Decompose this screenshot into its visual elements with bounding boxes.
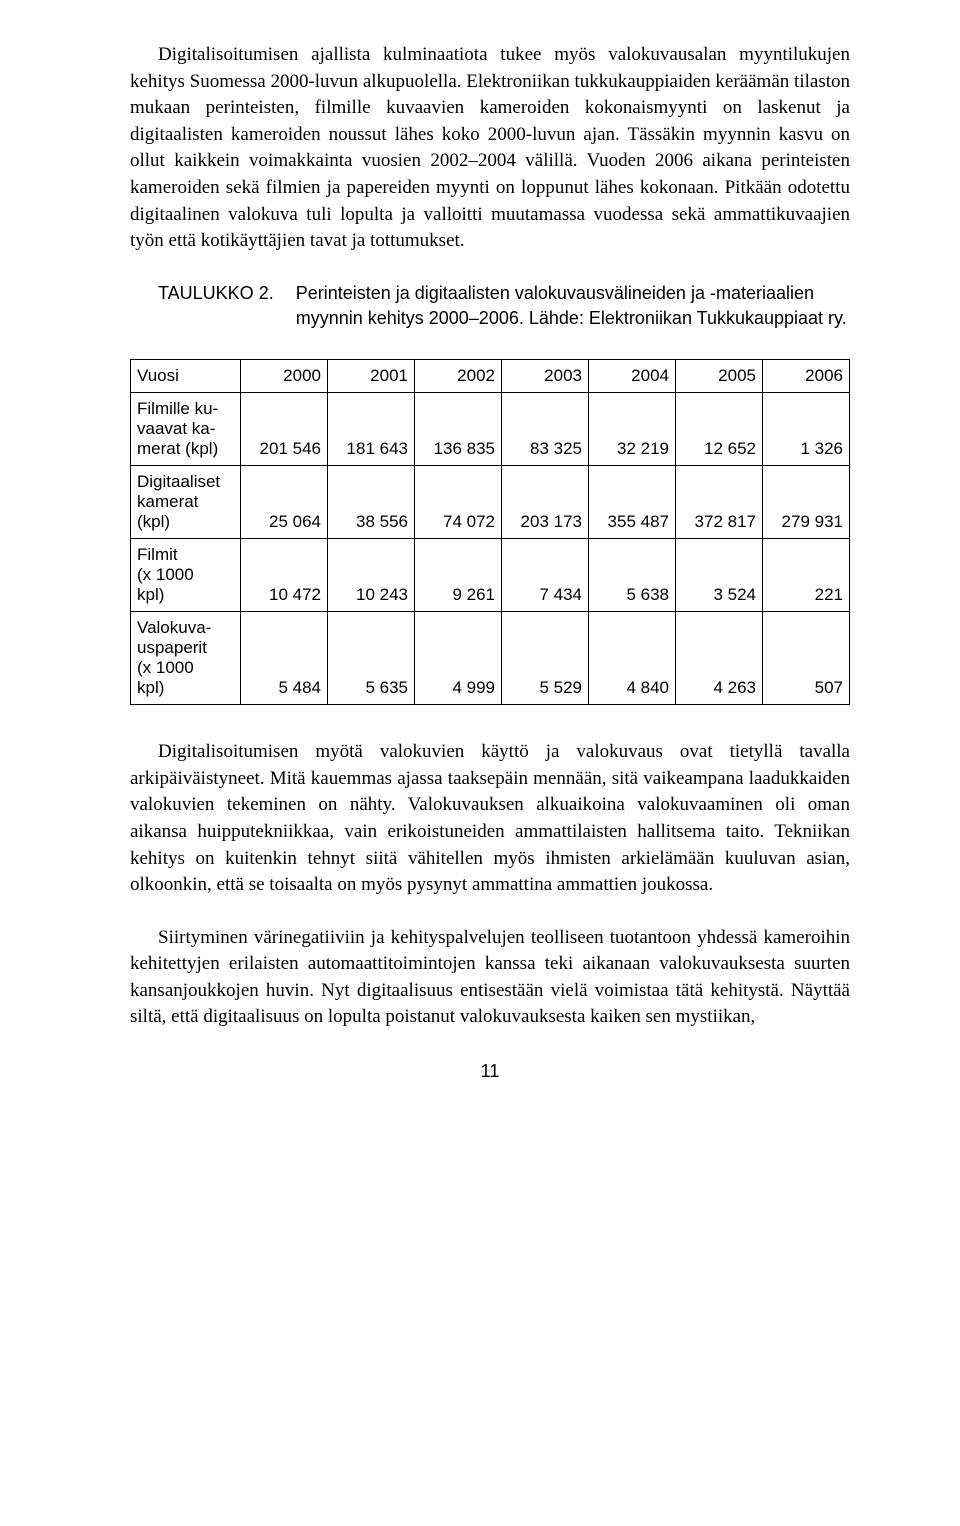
col-header-2002: 2002 — [415, 360, 502, 393]
paragraph-1: Digitalisoitumisen ajallista kulminaatio… — [130, 42, 850, 255]
table-caption-text: Perinteisten ja digitaalisten valokuvaus… — [296, 281, 850, 331]
table-cell: 221 — [763, 539, 850, 612]
paragraph-2: Digitalisoitumisen myötä valokuvien käyt… — [130, 739, 850, 899]
table-cell: 3 524 — [676, 539, 763, 612]
table-cell: 5 635 — [328, 612, 415, 705]
table-row: Digitaalisetkamerat(kpl) 25 064 38 556 7… — [131, 466, 850, 539]
table-cell: 201 546 — [241, 393, 328, 466]
col-header-2006: 2006 — [763, 360, 850, 393]
table-cell: 136 835 — [415, 393, 502, 466]
table-cell: 355 487 — [589, 466, 676, 539]
table-row: Filmit(x 1000kpl) 10 472 10 243 9 261 7 … — [131, 539, 850, 612]
col-header-2003: 2003 — [502, 360, 589, 393]
table-cell: 203 173 — [502, 466, 589, 539]
row-label: Valokuva-uspaperit(x 1000kpl) — [131, 612, 241, 705]
table-caption: TAULUKKO 2. Perinteisten ja digitaaliste… — [158, 281, 850, 331]
table-cell: 507 — [763, 612, 850, 705]
table-cell: 1 326 — [763, 393, 850, 466]
table-cell: 74 072 — [415, 466, 502, 539]
table-cell: 181 643 — [328, 393, 415, 466]
paragraph-3: Siirtyminen värinegatiiviin ja kehityspa… — [130, 925, 850, 1031]
table-cell: 12 652 — [676, 393, 763, 466]
table-cell: 25 064 — [241, 466, 328, 539]
sales-table: Vuosi 2000 2001 2002 2003 2004 2005 2006… — [130, 359, 850, 705]
table-cell: 32 219 — [589, 393, 676, 466]
table-cell: 4 840 — [589, 612, 676, 705]
table-cell: 38 556 — [328, 466, 415, 539]
col-header-2000: 2000 — [241, 360, 328, 393]
table-cell: 5 484 — [241, 612, 328, 705]
table-cell: 10 243 — [328, 539, 415, 612]
row-label: Filmit(x 1000kpl) — [131, 539, 241, 612]
table-cell: 9 261 — [415, 539, 502, 612]
table-cell: 4 999 — [415, 612, 502, 705]
table-cell: 7 434 — [502, 539, 589, 612]
table-cell: 5 529 — [502, 612, 589, 705]
table-cell: 10 472 — [241, 539, 328, 612]
col-header-2005: 2005 — [676, 360, 763, 393]
table-row: Filmille ku-vaavat ka-merat (kpl) 201 54… — [131, 393, 850, 466]
table-cell: 372 817 — [676, 466, 763, 539]
col-header-2001: 2001 — [328, 360, 415, 393]
table-row: Valokuva-uspaperit(x 1000kpl) 5 484 5 63… — [131, 612, 850, 705]
row-label: Filmille ku-vaavat ka-merat (kpl) — [131, 393, 241, 466]
row-label: Digitaalisetkamerat(kpl) — [131, 466, 241, 539]
table-caption-label: TAULUKKO 2. — [158, 281, 274, 331]
col-header-vuosi: Vuosi — [131, 360, 241, 393]
table-cell: 83 325 — [502, 393, 589, 466]
page-number: 11 — [130, 1061, 850, 1082]
table-cell: 4 263 — [676, 612, 763, 705]
table-cell: 5 638 — [589, 539, 676, 612]
col-header-2004: 2004 — [589, 360, 676, 393]
table-cell: 279 931 — [763, 466, 850, 539]
table-header-row: Vuosi 2000 2001 2002 2003 2004 2005 2006 — [131, 360, 850, 393]
